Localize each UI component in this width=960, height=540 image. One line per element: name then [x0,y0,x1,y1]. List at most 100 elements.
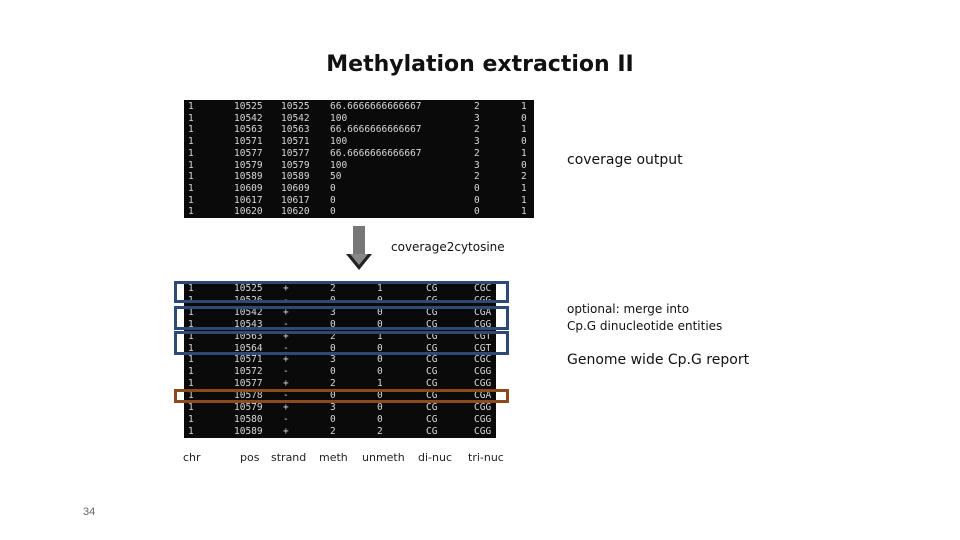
table-cell: 10563 [234,330,263,342]
table-cell: CG [426,283,438,294]
table-cell: CGT [474,330,492,342]
table-cell: CGG [474,402,492,413]
table-cell: CG [426,318,438,330]
table-cell: 0 [474,194,480,206]
table-cell: 10577 [234,147,263,159]
table-cell: 0 [377,390,383,402]
table-cell: 10563 [281,124,310,136]
col-header-di-nuc: di-nuc [418,451,452,464]
table-cell: 1 [188,124,194,136]
table-cell: 1 [521,101,527,112]
table-cell: + [283,378,289,390]
table-cell: 3 [330,306,336,318]
table-cell: 0 [330,206,336,218]
table-cell: 0 [377,318,383,330]
table-cell: + [283,283,289,294]
table-cell: 1 [521,182,527,194]
table-cell: 10589 [234,425,263,437]
col-header-strand: strand [271,451,307,464]
table-cell: 10577 [281,147,310,159]
table-cell: CGG [474,318,492,330]
table-cell: 0 [377,413,383,425]
table-cell: 2 [474,101,480,112]
col-header-tri-nuc: tri-nuc [468,451,504,464]
table-cell: 100 [330,136,348,148]
cpg-merge-box-1 [174,281,509,303]
genome-wide-report-label: Genome wide Cp.G report [567,352,750,368]
table-cell: 2 [330,283,336,294]
table-cell: 1 [377,283,383,294]
table-cell: 1 [377,330,383,342]
table-cell: CG [426,425,438,437]
table-cell: 1 [188,425,194,437]
table-cell: 10542 [234,306,263,318]
table-cell: 1 [188,318,194,330]
table-cell: CGC [474,354,492,366]
cytosine-row: 1 10542 +3 0 CG CGA [184,307,496,319]
table-cell: - [283,318,289,330]
table-cell: 0 [377,342,383,354]
table-cell: 10543 [234,318,263,330]
table-cell: 2 [521,171,527,183]
table-cell: 10578 [234,390,263,402]
table-cell: 0 [521,136,527,148]
table-cell: 3 [330,354,336,366]
table-cell: 10620 [234,206,263,218]
table-cell: CG [426,342,438,354]
table-cell: 1 [188,342,194,354]
table-cell: 0 [521,159,527,171]
table-cell: CGG [474,366,492,378]
coverage-row: 1 10571 10571 100 3 0 [184,136,534,148]
table-cell: 2 [330,425,336,437]
table-cell: 0 [330,194,336,206]
table-cell: 0 [330,390,336,402]
col-header-unmeth: unmeth [362,451,405,464]
table-cell: 10620 [281,206,310,218]
table-cell: 10617 [234,194,263,206]
table-cell: 1 [188,366,194,378]
table-cell: 10589 [234,171,263,183]
table-cell: 10589 [281,171,310,183]
cytosine-row: 1 10525 +2 1 CG CGC [184,283,496,295]
table-cell: 1 [188,390,194,402]
table-cell: + [283,425,289,437]
table-cell: 1 [521,147,527,159]
coverage-output-table: 1 10525 10525 66.6666666666667 2 1 1 10542 10542… [184,100,534,218]
table-cell: 1 [521,206,527,218]
table-cell: 1 [188,206,194,218]
table-cell: CGG [474,413,492,425]
table-cell: CGC [474,283,492,294]
cytosine-report-table: 1 10525 +2 1 CG CGC 1 10526-0 0 CG CGG 1 10542 +3 0 CG C… [184,283,496,438]
coverage-row: 1 10579 10579 100 3 0 [184,160,534,172]
coverage2cytosine-label: coverage2cytosine [391,240,505,254]
table-cell: 1 [521,194,527,206]
table-cell: 1 [188,101,194,112]
table-cell: CGA [474,306,492,318]
table-cell: 10579 [234,159,263,171]
table-cell: CG [426,354,438,366]
coverage-row: 1 10620 10620 0 0 1 [184,206,534,218]
col-header-chr: chr [183,451,201,464]
table-cell: 10571 [234,354,263,366]
cytosine-row: 1 10564 - 0 0 CG CGT [184,343,496,355]
table-cell: 2 [474,171,480,183]
table-cell: CGA [474,390,492,402]
table-cell: 10572 [234,366,263,378]
table-cell: 1 [188,402,194,413]
table-cell: 1 [188,378,194,390]
table-cell: 3 [474,112,480,124]
arrow-head-inner [350,254,368,265]
table-cell: + [283,354,289,366]
table-cell: 10525 [281,101,310,112]
table-cell: 10580 [234,413,263,425]
col-header-meth: meth [319,451,348,464]
coverage-row: 1 10609 10609 0 0 1 [184,183,534,195]
table-cell: 0 [330,366,336,378]
table-cell: 66.6666666666667 [330,147,422,159]
table-cell: 1 [188,413,194,425]
table-cell: CGT [474,342,492,354]
table-cell: 0 [521,112,527,124]
coverage-row: 1 10542 10542 100 3 0 [184,113,534,125]
table-cell: 10609 [234,182,263,194]
table-cell: CG [426,402,438,413]
